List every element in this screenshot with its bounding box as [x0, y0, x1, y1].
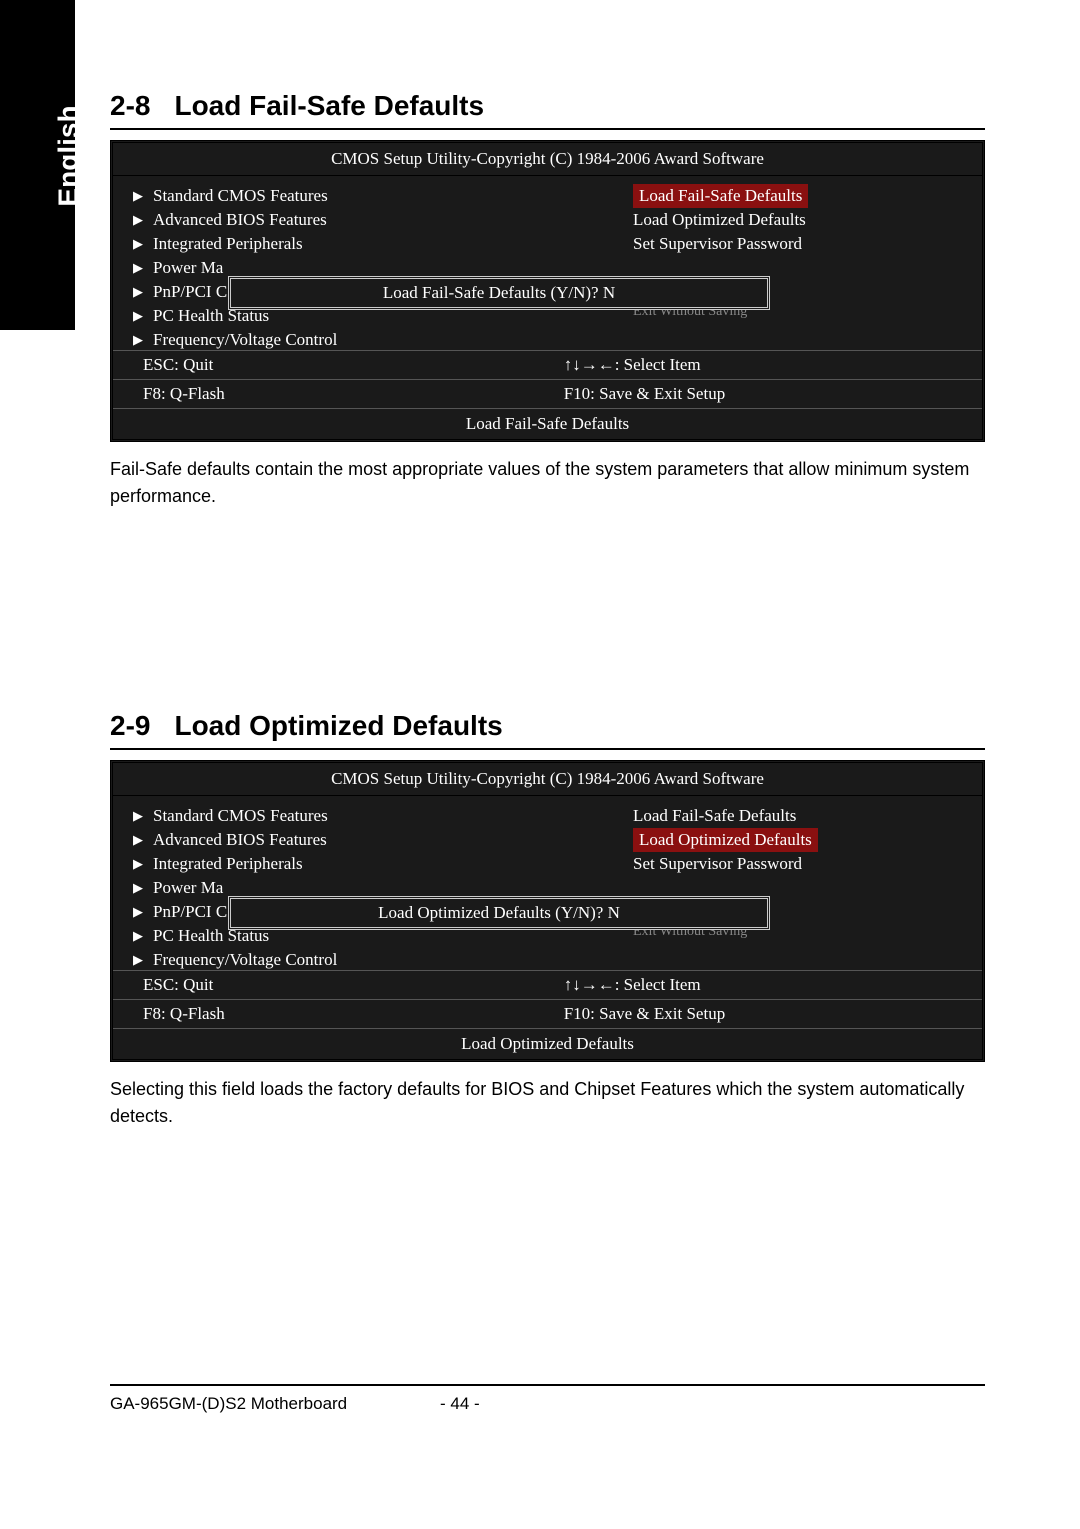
arrow-icon: ▶	[133, 208, 153, 232]
confirm-dialog[interactable]: Load Fail-Safe Defaults (Y/N)? N	[228, 276, 770, 310]
bios-menu-item[interactable]: ▶Integrated Peripherals	[163, 852, 337, 876]
bios-menu-item[interactable]: Load Fail-Safe Defaults	[633, 184, 808, 208]
body-text-28: Fail-Safe defaults contain the most appr…	[110, 456, 985, 510]
bios-menu-item[interactable]: ▶Frequency/Voltage Control	[163, 948, 337, 972]
bios-footer-keys: ESC: Quit ↑↓→←: Select Item	[113, 351, 982, 380]
bios-body: ▶Standard CMOS Features ▶Advanced BIOS F…	[113, 176, 982, 351]
bios-help: Load Fail-Safe Defaults	[113, 409, 982, 439]
bios-box-29: CMOS Setup Utility-Copyright (C) 1984-20…	[110, 760, 985, 1062]
arrow-icon: ▶	[133, 828, 153, 852]
bios-menu-item[interactable]: ▶Frequency/Voltage Control	[163, 328, 337, 352]
body-text-29: Selecting this field loads the factory d…	[110, 1076, 985, 1130]
bios-title: CMOS Setup Utility-Copyright (C) 1984-20…	[113, 763, 982, 796]
bios-menu-item[interactable]: Set Supervisor Password	[633, 852, 818, 876]
arrow-icon: ▶	[133, 256, 153, 280]
bios-menu-item[interactable]: ▶Standard CMOS Features	[163, 804, 337, 828]
arrow-icon: ▶	[133, 804, 153, 828]
section-29: 2-9 Load Optimized Defaults CMOS Setup Ut…	[110, 710, 985, 1130]
language-label: English	[53, 105, 85, 206]
section-title-28: Load Fail-Safe Defaults	[174, 90, 484, 121]
confirm-dialog[interactable]: Load Optimized Defaults (Y/N)? N	[228, 896, 770, 930]
arrow-icon: ▶	[133, 852, 153, 876]
select-item: ↑↓→←: Select Item	[564, 975, 952, 995]
bios-footer-keys2: F8: Q-Flash F10: Save & Exit Setup	[113, 1000, 982, 1029]
arrow-icon: ▶	[133, 876, 153, 900]
bios-footer-keys2: F8: Q-Flash F10: Save & Exit Setup	[113, 380, 982, 409]
esc-quit: ESC: Quit	[143, 355, 531, 375]
section-num-28: 2-8	[110, 90, 150, 122]
arrow-icon: ▶	[133, 304, 153, 328]
bios-menu-item[interactable]: ▶Advanced BIOS Features	[163, 828, 337, 852]
bios-right-col: Load Fail-Safe Defaults Load Optimized D…	[633, 184, 808, 256]
esc-quit: ESC: Quit	[143, 975, 531, 995]
bios-menu-item[interactable]: ▶Integrated Peripherals	[163, 232, 337, 256]
bios-menu-item[interactable]: Load Optimized Defaults	[633, 828, 818, 852]
bios-footer-keys: ESC: Quit ↑↓→←: Select Item	[113, 971, 982, 1000]
arrow-icon: ▶	[133, 924, 153, 948]
arrow-icon: ▶	[133, 328, 153, 352]
motherboard-name: GA-965GM-(D)S2 Motherboard	[110, 1394, 440, 1414]
bios-menu-item[interactable]: ▶Standard CMOS Features	[163, 184, 337, 208]
f10-save: F10: Save & Exit Setup	[564, 384, 952, 404]
page-number: - 44 -	[440, 1394, 480, 1414]
bios-menu-item[interactable]: Load Fail-Safe Defaults	[633, 804, 818, 828]
arrow-icon: ▶	[133, 280, 153, 304]
bios-body: ▶Standard CMOS Features ▶Advanced BIOS F…	[113, 796, 982, 971]
section-heading-29: 2-9 Load Optimized Defaults	[110, 710, 985, 750]
bios-menu-item[interactable]: Set Supervisor Password	[633, 232, 808, 256]
section-num-29: 2-9	[110, 710, 150, 742]
bios-title: CMOS Setup Utility-Copyright (C) 1984-20…	[113, 143, 982, 176]
bios-help: Load Optimized Defaults	[113, 1029, 982, 1059]
bios-menu-item[interactable]: Load Optimized Defaults	[633, 208, 808, 232]
arrow-icon: ▶	[133, 232, 153, 256]
f10-save: F10: Save & Exit Setup	[564, 1004, 952, 1024]
select-item: ↑↓→←: Select Item	[564, 355, 952, 375]
bios-right-col: Load Fail-Safe Defaults Load Optimized D…	[633, 804, 818, 876]
f8-qflash: F8: Q-Flash	[143, 1004, 531, 1024]
bios-menu-item[interactable]: ▶Advanced BIOS Features	[163, 208, 337, 232]
language-sidebar: English	[0, 0, 75, 330]
bios-left-col: ▶Standard CMOS Features ▶Advanced BIOS F…	[163, 184, 337, 352]
page-footer: GA-965GM-(D)S2 Motherboard - 44 -	[110, 1384, 985, 1414]
bios-left-col: ▶Standard CMOS Features ▶Advanced BIOS F…	[163, 804, 337, 972]
arrow-icon: ▶	[133, 184, 153, 208]
section-title-29: Load Optimized Defaults	[174, 710, 502, 741]
section-heading-28: 2-8 Load Fail-Safe Defaults	[110, 90, 985, 130]
f8-qflash: F8: Q-Flash	[143, 384, 531, 404]
page-content: 2-8 Load Fail-Safe Defaults CMOS Setup Ut…	[110, 90, 985, 1130]
arrow-icon: ▶	[133, 900, 153, 924]
arrow-icon: ▶	[133, 948, 153, 972]
bios-box-28: CMOS Setup Utility-Copyright (C) 1984-20…	[110, 140, 985, 442]
